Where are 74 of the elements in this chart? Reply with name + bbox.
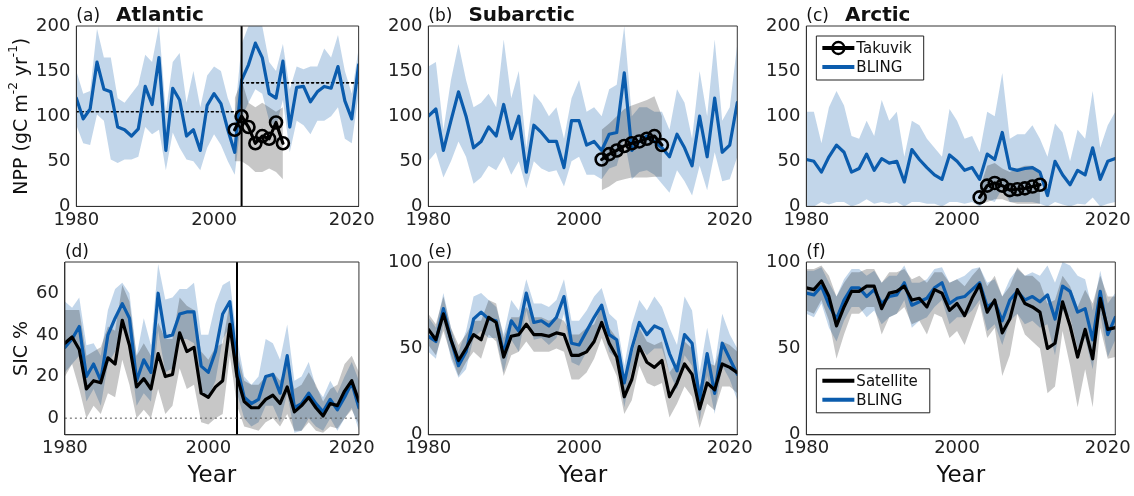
point [227,122,243,138]
chart-title: Atlantic [116,2,204,26]
y-tick-label: 150 [388,58,423,80]
x-tick-label: 2020 [1084,436,1131,458]
point [609,143,625,158]
legend-label: Takuvik [855,38,912,57]
legend-label: Satellite [856,371,918,390]
y-tick-label: 100 [766,249,801,271]
y-tick-label: 50 [777,148,801,170]
point [594,152,609,167]
y-axis-title: NPP (gC m-2 yr-1) [6,37,31,195]
point [1025,179,1040,194]
y-tick-label: 20 [36,364,59,386]
point [616,138,632,154]
y-tick-label: 50 [777,336,801,358]
y-tick-label: 50 [47,148,71,170]
x-tick-label: 2000 [556,436,602,458]
x-tick-label: 2000 [556,207,602,229]
y-tick-label: 100 [388,249,423,271]
text: (a) [76,5,101,25]
legend-label: BLING [856,57,903,76]
point [601,146,617,162]
y-tick-label: 0 [47,405,59,427]
x-tick-label: 2000 [934,207,980,229]
x-tick-label: 2020 [328,436,375,458]
chart-title: Arctic [844,2,911,26]
y-tick-label: 200 [766,13,801,35]
point [254,128,270,144]
y-tick-label: 60 [36,280,59,302]
x-axis-title: Year [935,461,986,488]
point [632,134,647,149]
x-axis-title: Year [186,461,237,488]
y-tick-label: 40 [36,322,59,344]
point [241,119,256,135]
x-tick-label: 2020 [706,436,753,458]
point [261,131,277,147]
point [248,135,263,151]
y-tick-label: 100 [766,103,801,125]
x-tick-label: 2000 [185,436,232,458]
point [234,108,249,124]
y-tick-label: 50 [399,148,423,170]
x-tick-label: 2020 [1084,207,1131,229]
point [1017,181,1033,196]
x-tick-label: 2000 [934,436,980,458]
point [987,175,1003,191]
point [979,178,995,193]
text: (f) [806,241,826,261]
y-axis-title: SIC % [8,320,31,376]
point [268,115,284,130]
y-tick-label: 100 [388,103,423,125]
text: (b) [428,5,453,25]
text: (c) [806,5,829,25]
y-tick-label: 200 [388,13,423,35]
chart-title: Subarctic [468,2,575,26]
x-tick-label: 2000 [191,207,237,229]
x-axis-title: Year [557,461,608,488]
text: (e) [428,241,453,261]
legend-label: BLING [856,390,903,409]
y-tick-label: 100 [36,103,71,125]
x-tick-label: 2020 [706,207,753,229]
point [1032,177,1048,193]
y-tick-label: 150 [36,58,71,80]
point [639,131,655,147]
point [654,137,670,153]
y-tick-label: 50 [399,336,423,358]
y-tick-label: 200 [36,13,71,35]
point [972,190,987,205]
x-tick-label: 1980 [42,436,88,458]
point [275,135,291,151]
point [647,128,662,144]
text: (d) [64,241,89,261]
x-tick-label: 2020 [328,207,375,229]
y-tick-label: 150 [766,58,801,80]
point [624,135,640,151]
